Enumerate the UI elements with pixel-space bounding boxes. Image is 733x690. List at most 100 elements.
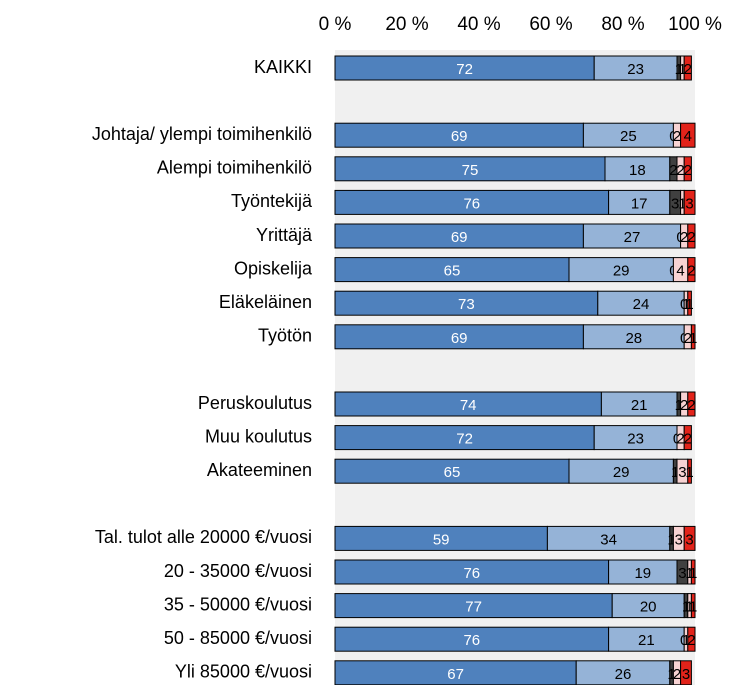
category-label: 35 - 50000 €/vuosi [164,594,312,614]
data-label: 2 [680,229,688,246]
data-label: 25 [620,128,637,145]
bar-segment [334,559,610,585]
data-label: 72 [456,431,473,448]
bar-segment [334,660,577,686]
x-tick-label: 60 % [529,14,572,35]
bar-segment [690,559,696,585]
data-label: 2 [687,263,695,280]
data-label: 1 [689,599,697,616]
data-label: 1 [685,296,693,313]
data-label: 76 [463,632,480,649]
data-label: 19 [634,565,651,582]
data-label: 59 [433,531,450,548]
bar-segment [683,425,692,451]
x-tick-label: 0 % [319,14,352,35]
x-tick-label: 20 % [385,14,428,35]
category-label: Tal. tulot alle 20000 €/vuosi [95,527,312,547]
bar-segment [690,324,696,350]
data-label: 2 [673,666,681,683]
bar-segment [334,189,610,215]
data-label: 4 [676,263,684,280]
bar-segment [334,290,599,316]
bar-segment [334,324,584,350]
bar-segment [334,593,613,619]
bar-segment [611,593,685,619]
data-label: 24 [633,296,650,313]
data-label: 1 [685,464,693,481]
bar-segment [683,156,692,182]
data-label: 1 [667,666,675,683]
data-label: 3 [678,464,686,481]
bar-segment [582,324,685,350]
bar-segment [687,458,692,484]
bar-segment [582,122,674,148]
data-label: 1 [685,599,693,616]
data-label: 34 [600,531,617,548]
bar-segment [687,257,696,283]
bar-segment [593,425,678,451]
data-label: 1 [682,632,690,649]
data-label: 20 [640,599,657,616]
category-label: 50 - 85000 €/vuosi [164,628,312,648]
bar-segment [683,525,696,551]
data-label: 2 [673,128,681,145]
data-label: 3 [682,666,690,683]
data-label: 65 [444,263,461,280]
data-label: 2 [684,431,692,448]
data-label: 2 [687,397,695,414]
data-label: 1 [678,61,686,78]
category-label: Akateeminen [207,460,312,480]
data-label: 3 [675,531,683,548]
data-label: 1 [685,565,693,582]
data-label: 26 [615,666,632,683]
data-label: 74 [460,397,477,414]
category-label: 20 - 35000 €/vuosi [164,561,312,581]
data-label: 1 [675,397,683,414]
category-label: Johtaja/ ylempi toimihenkilö [92,124,312,144]
data-label: 4 [684,128,692,145]
bar-segment [575,660,671,686]
data-label: 2 [676,162,684,179]
bar-segment [608,559,678,585]
data-label: 72 [456,61,473,78]
data-label: 69 [451,330,468,347]
data-label: 3 [685,531,693,548]
data-label: 77 [465,599,482,616]
data-label: 3 [678,565,686,582]
category-label: Työtön [258,326,312,346]
data-label: 73 [458,296,475,313]
data-label: 2 [684,162,692,179]
x-tick-label: 80 % [601,14,644,35]
data-label: 18 [629,162,646,179]
data-label: 2 [684,330,692,347]
category-label: KAIKKI [254,57,312,77]
bar-segment [334,525,548,551]
data-label: 2 [669,162,677,179]
data-label: 67 [447,666,464,683]
data-label: 76 [463,565,480,582]
bar-segment [568,257,674,283]
bar-segment [593,55,678,81]
data-label: 1 [671,464,679,481]
data-label: 76 [463,195,480,212]
data-label: 1 [689,330,697,347]
data-label: 21 [631,397,648,414]
data-label: 3 [685,195,693,212]
data-label: 75 [462,162,479,179]
bar-segment [334,626,610,652]
data-label: 1 [667,531,675,548]
bar-segment [680,122,696,148]
data-label: 21 [638,632,655,649]
category-label: Yli 85000 €/vuosi [175,662,312,682]
data-label: 3 [671,195,679,212]
bar-segment [334,458,570,484]
data-label: 27 [624,229,641,246]
category-label: Alempi toimihenkilö [157,158,312,178]
data-label: 2 [680,397,688,414]
x-tick-label: 40 % [457,14,500,35]
category-label: Eläkeläinen [219,292,312,312]
data-label: 1 [675,61,683,78]
bar-segment [334,257,570,283]
category-label: Opiskelija [234,258,313,278]
